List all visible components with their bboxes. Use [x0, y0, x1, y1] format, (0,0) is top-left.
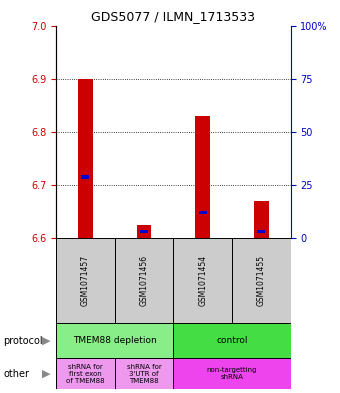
- Bar: [56, 358, 115, 389]
- Bar: [78, 79, 93, 238]
- Bar: [115, 358, 173, 389]
- Text: GSM1071457: GSM1071457: [81, 255, 90, 306]
- Text: non-targetting
shRNA: non-targetting shRNA: [207, 367, 257, 380]
- Text: protocol: protocol: [3, 336, 43, 346]
- Bar: [81, 175, 89, 179]
- Bar: [137, 225, 151, 238]
- Bar: [232, 238, 291, 323]
- Text: control: control: [216, 336, 248, 345]
- Text: ▶: ▶: [42, 369, 50, 379]
- Bar: [173, 323, 291, 358]
- Bar: [199, 211, 207, 214]
- Bar: [56, 323, 173, 358]
- Bar: [254, 201, 269, 238]
- Text: shRNA for
first exon
of TMEM88: shRNA for first exon of TMEM88: [66, 364, 105, 384]
- Text: GSM1071454: GSM1071454: [198, 255, 207, 306]
- Bar: [115, 238, 173, 323]
- Text: shRNA for
3'UTR of
TMEM88: shRNA for 3'UTR of TMEM88: [127, 364, 162, 384]
- Text: ▶: ▶: [42, 336, 50, 346]
- Bar: [173, 358, 291, 389]
- Text: other: other: [3, 369, 29, 379]
- Text: GSM1071455: GSM1071455: [257, 255, 266, 306]
- Bar: [195, 116, 210, 238]
- Bar: [140, 230, 148, 233]
- Bar: [257, 230, 266, 233]
- Bar: [56, 238, 115, 323]
- Bar: [173, 238, 232, 323]
- Text: TMEM88 depletion: TMEM88 depletion: [73, 336, 157, 345]
- Title: GDS5077 / ILMN_1713533: GDS5077 / ILMN_1713533: [91, 10, 255, 23]
- Text: GSM1071456: GSM1071456: [140, 255, 149, 306]
